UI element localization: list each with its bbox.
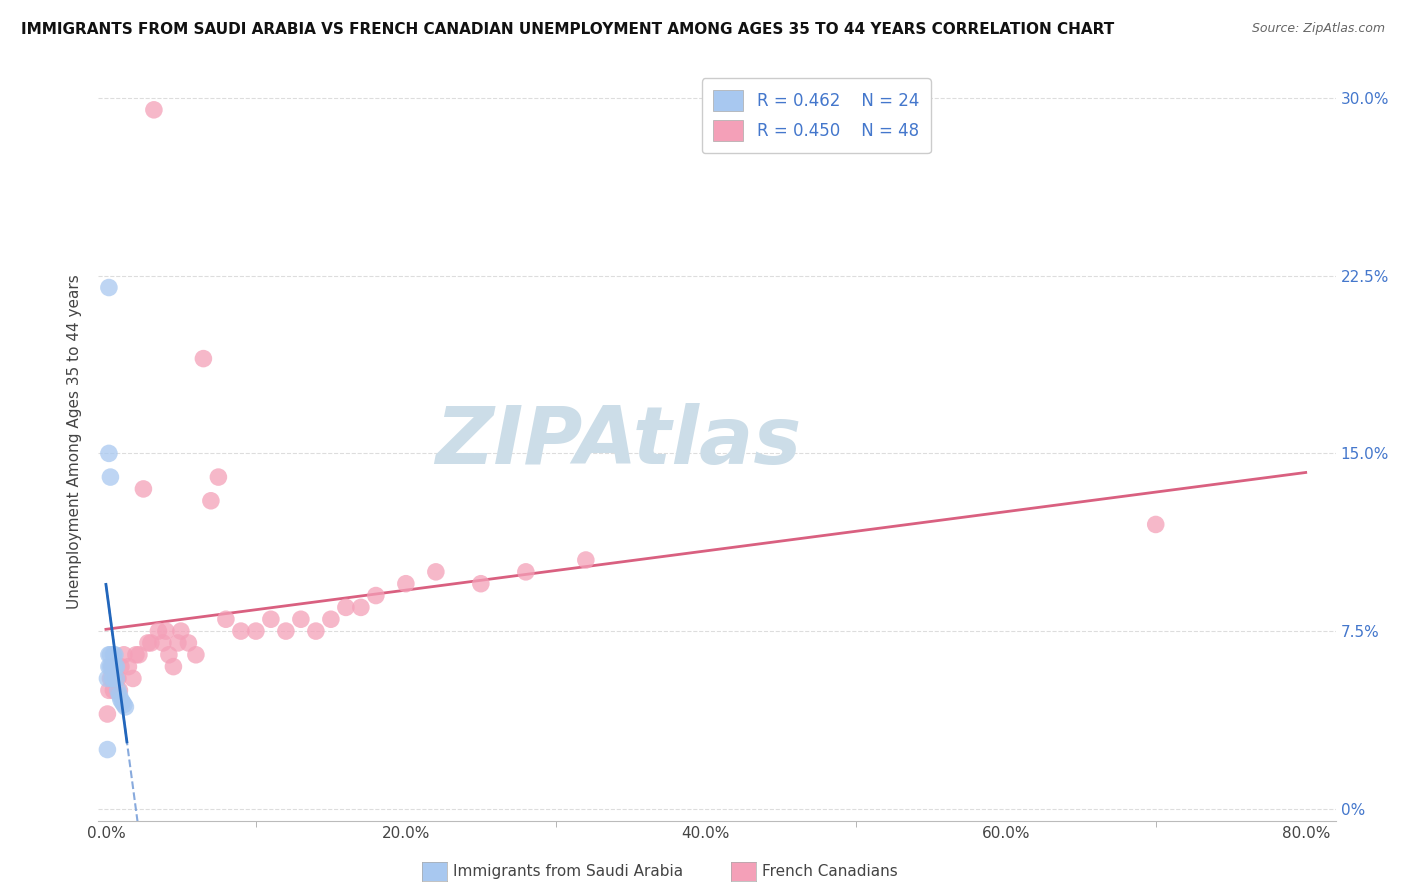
Point [1144, 517, 1167, 532]
Point [101, 659, 124, 673]
Point [305, 624, 328, 639]
Point [260, 612, 283, 626]
Point [112, 648, 135, 662]
Point [112, 698, 135, 712]
Point [177, 636, 200, 650]
Point [136, 636, 159, 650]
Point [155, 624, 177, 639]
Point [103, 672, 125, 686]
Point [470, 576, 492, 591]
Point [157, 648, 180, 662]
Point [97, 446, 120, 460]
Point [152, 636, 174, 650]
Point [107, 683, 129, 698]
Point [104, 672, 127, 686]
Point [319, 612, 342, 626]
Point [105, 672, 128, 686]
Point [128, 648, 150, 662]
Point [101, 672, 124, 686]
Point [425, 565, 447, 579]
Point [274, 624, 297, 639]
Point [215, 612, 238, 626]
Point [100, 470, 122, 484]
Point [515, 565, 537, 579]
Point [108, 683, 131, 698]
Point [97, 648, 120, 662]
Point [200, 493, 222, 508]
Point [103, 659, 125, 673]
Point [114, 699, 136, 714]
Point [105, 659, 128, 673]
Point [162, 659, 184, 673]
Point [100, 659, 122, 673]
Point [111, 695, 134, 709]
Text: ZIPAtlas: ZIPAtlas [434, 402, 801, 481]
Point [148, 624, 170, 639]
Point [101, 659, 124, 673]
Point [96, 742, 118, 756]
Point [245, 624, 267, 639]
Point [193, 351, 215, 366]
Point [132, 482, 155, 496]
Point [170, 624, 193, 639]
Point [207, 470, 229, 484]
Point [110, 659, 132, 673]
Point [96, 706, 118, 721]
Point [103, 683, 125, 698]
Text: IMMIGRANTS FROM SAUDI ARABIA VS FRENCH CANADIAN UNEMPLOYMENT AMONG AGES 35 TO 44: IMMIGRANTS FROM SAUDI ARABIA VS FRENCH C… [21, 22, 1115, 37]
Point [104, 648, 127, 662]
Point [100, 672, 122, 686]
Text: Source: ZipAtlas.com: Source: ZipAtlas.com [1251, 22, 1385, 36]
Point [575, 553, 598, 567]
Legend: R = 0.462    N = 24, R = 0.450    N = 48: R = 0.462 N = 24, R = 0.450 N = 48 [702, 78, 931, 153]
Point [97, 683, 120, 698]
Point [395, 576, 418, 591]
Y-axis label: Unemployment Among Ages 35 to 44 years: Unemployment Among Ages 35 to 44 years [67, 274, 83, 609]
Point [100, 648, 122, 662]
Point [364, 589, 387, 603]
Point [107, 672, 129, 686]
Point [104, 659, 127, 673]
Point [229, 624, 252, 639]
Point [110, 693, 132, 707]
Point [184, 648, 207, 662]
Point [122, 672, 145, 686]
Point [167, 636, 190, 650]
Point [139, 636, 162, 650]
Point [96, 672, 118, 686]
Point [108, 688, 131, 702]
Point [117, 659, 139, 673]
Text: French Canadians: French Canadians [762, 864, 898, 879]
Text: Immigrants from Saudi Arabia: Immigrants from Saudi Arabia [453, 864, 683, 879]
Point [125, 648, 148, 662]
Point [103, 648, 125, 662]
Point [142, 103, 165, 117]
Point [350, 600, 373, 615]
Point [97, 280, 120, 294]
Point [105, 672, 128, 686]
Point [335, 600, 357, 615]
Point [290, 612, 312, 626]
Point [97, 659, 120, 673]
